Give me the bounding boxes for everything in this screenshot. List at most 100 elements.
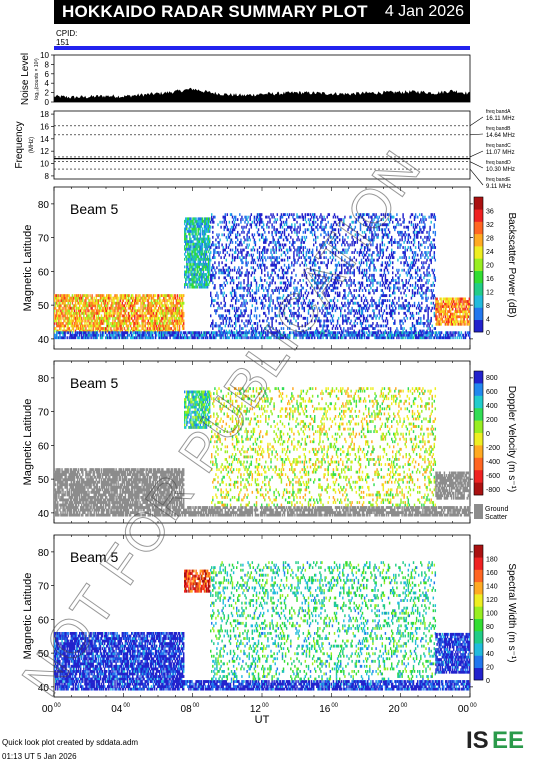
scatter-cell: [263, 289, 265, 292]
scatter-cell: [346, 322, 348, 325]
scatter-cell: [60, 306, 62, 310]
scatter-cell: [253, 271, 256, 275]
scatter-cell: [225, 235, 228, 239]
scatter-cell: [293, 253, 295, 257]
scatter-cell: [340, 327, 342, 330]
scatter-cell: [97, 327, 100, 330]
scatter-cell: [103, 316, 106, 320]
scatter-cell: [384, 336, 387, 340]
scatter-cell: [287, 271, 289, 275]
scatter-cell: [298, 238, 300, 242]
scatter-cell: [235, 319, 237, 323]
scatter-cell: [209, 242, 211, 246]
scatter-cell: [65, 316, 67, 320]
scatter-cell: [170, 306, 172, 310]
scatter-cell: [109, 311, 111, 315]
scatter-cell: [64, 331, 66, 335]
scatter-cell: [56, 333, 58, 337]
scatter-cell: [274, 281, 276, 285]
scatter-cell: [253, 218, 256, 222]
scatter-cell: [61, 294, 63, 298]
scatter-cell: [241, 251, 243, 254]
scatter-cell: [190, 237, 192, 241]
scatter-cell: [58, 306, 60, 310]
scatter-cell: [223, 329, 225, 333]
scatter-cell: [174, 296, 177, 300]
scatter-cell: [99, 322, 102, 325]
scatter-cell: [116, 306, 118, 310]
scatter-cell: [187, 285, 189, 289]
scatter-cell: [362, 301, 365, 305]
scatter-cell: [86, 301, 88, 305]
scatter-cell: [97, 314, 100, 318]
scatter-cell: [122, 299, 125, 303]
scatter-cell: [190, 247, 192, 251]
scatter-cell: [96, 324, 99, 328]
scatter-cell: [102, 327, 105, 330]
scatter-cell: [256, 251, 259, 254]
scatter-cell: [354, 324, 357, 328]
scatter-cell: [362, 319, 365, 323]
scatter-cell: [304, 213, 307, 217]
scatter-cell: [60, 316, 62, 320]
scatter-cell: [141, 311, 143, 315]
scatter-cell: [328, 329, 331, 333]
scatter-cell: [228, 243, 231, 247]
scatter-cell: [262, 301, 264, 305]
scatter-cell: [302, 246, 305, 249]
scatter-cell: [235, 218, 237, 222]
scatter-cell: [57, 304, 59, 308]
scatter-cell: [287, 238, 289, 242]
scatter-cell: [183, 301, 185, 305]
scatter-cell: [212, 218, 214, 222]
scatter-cell: [327, 324, 329, 328]
scatter-cell: [67, 299, 69, 303]
scatter-cell: [340, 314, 342, 318]
scatter-cell: [60, 311, 62, 315]
scatter-cell: [114, 316, 116, 320]
scatter-cell: [309, 218, 312, 222]
scatter-cell: [117, 301, 119, 305]
scatter-cell: [119, 324, 121, 328]
scatter-cell: [125, 314, 128, 318]
scatter-cell: [145, 296, 147, 300]
scatter-cell: [358, 294, 361, 298]
scatter-cell: [99, 304, 102, 308]
scatter-cell: [81, 322, 83, 325]
scatter-cell: [64, 319, 66, 323]
scatter-cell: [103, 327, 106, 330]
scatter-cell: [366, 299, 368, 303]
scatter-cell: [88, 309, 90, 313]
scatter-cell: [363, 306, 366, 310]
scatter-cell: [103, 299, 106, 303]
scatter-cell: [277, 276, 280, 280]
scatter-cell: [217, 294, 219, 298]
scatter-cell: [70, 299, 73, 303]
scatter-cell: [383, 333, 386, 337]
scatter-cell: [233, 258, 236, 262]
scatter-cell: [142, 327, 144, 330]
scatter-cell: [108, 327, 110, 330]
scatter-cell: [186, 255, 188, 259]
scatter-cell: [253, 238, 256, 242]
scatter-cell: [370, 281, 372, 285]
scatter-cell: [214, 268, 216, 272]
scatter-cell: [341, 306, 343, 310]
scatter-cell: [235, 322, 237, 325]
scatter-cell: [76, 306, 79, 310]
scatter-cell: [100, 304, 103, 308]
scatter-cell: [270, 241, 272, 244]
scatter-cell: [64, 324, 66, 328]
scatter-cell: [358, 329, 361, 333]
scatter-cell: [169, 296, 171, 300]
scatter-cell: [144, 306, 146, 310]
scatter-cell: [90, 304, 92, 308]
scatter-cell: [112, 306, 114, 310]
scatter-cell: [152, 296, 155, 300]
scatter-cell: [85, 316, 87, 320]
scatter-cell: [254, 261, 257, 265]
scatter-cell: [221, 291, 223, 295]
scatter-cell: [60, 322, 62, 325]
scatter-cell: [244, 311, 246, 315]
scatter-cell: [283, 258, 286, 262]
